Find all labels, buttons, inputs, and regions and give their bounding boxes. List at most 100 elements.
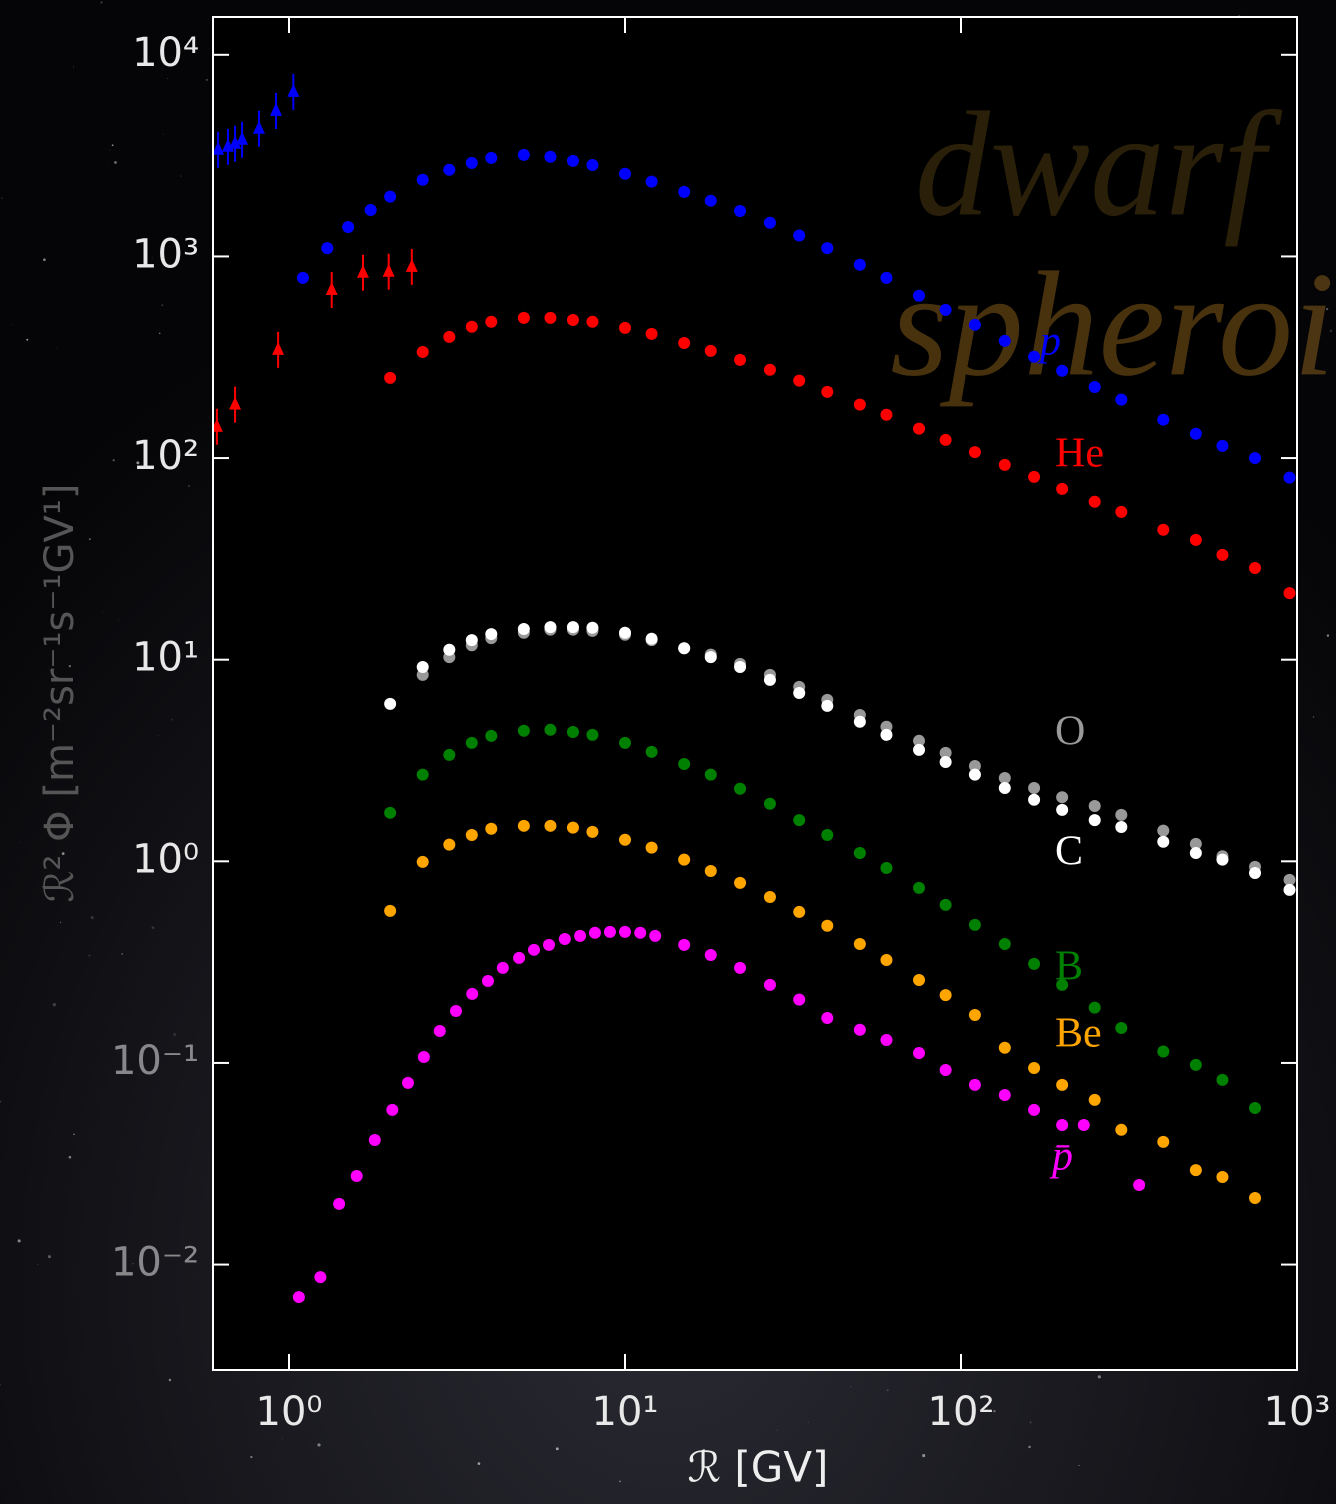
point	[734, 876, 747, 889]
star	[886, 1389, 889, 1392]
star	[555, 1447, 559, 1451]
point	[913, 1047, 926, 1060]
point	[734, 782, 747, 795]
point	[939, 303, 952, 316]
point	[1077, 1119, 1090, 1132]
point	[998, 334, 1011, 347]
plot-frame	[212, 16, 1298, 1371]
point	[558, 932, 571, 945]
point	[1056, 364, 1069, 377]
point	[416, 768, 429, 781]
point	[763, 891, 776, 904]
point	[853, 398, 866, 411]
star	[993, 1410, 996, 1413]
point	[1249, 867, 1262, 880]
point	[1283, 873, 1296, 886]
point	[342, 220, 355, 233]
star	[1326, 634, 1330, 637]
point	[968, 918, 981, 931]
point	[913, 881, 926, 894]
star	[0, 1384, 1, 1386]
point	[939, 1063, 952, 1076]
star	[100, 1, 103, 4]
point	[1115, 820, 1128, 833]
point	[465, 829, 478, 842]
point	[544, 311, 557, 324]
series-label: p̄	[1049, 1134, 1073, 1180]
point	[465, 156, 478, 169]
star	[1097, 1375, 1101, 1379]
star	[922, 1454, 926, 1458]
point	[793, 905, 806, 918]
point	[1028, 1103, 1041, 1116]
point	[333, 1197, 346, 1210]
point	[1249, 561, 1262, 574]
point	[1056, 1119, 1069, 1132]
point	[968, 759, 981, 772]
star	[56, 348, 58, 350]
point	[763, 797, 776, 810]
point	[272, 341, 285, 355]
star	[61, 852, 65, 856]
point	[314, 1271, 327, 1284]
point	[465, 634, 478, 647]
point	[586, 825, 599, 838]
y-axis-label: ℛ² Φ [m⁻²sr⁻¹s⁻¹GV¹]	[37, 483, 83, 902]
point	[350, 1169, 363, 1182]
point	[968, 1078, 981, 1091]
x-tick-label: 10¹	[592, 1389, 659, 1435]
point	[880, 1033, 893, 1046]
point	[287, 83, 300, 97]
star	[619, 1480, 621, 1483]
point	[574, 929, 587, 942]
point	[603, 925, 616, 938]
point	[384, 904, 397, 917]
point	[1115, 1022, 1128, 1035]
star	[850, 1386, 852, 1388]
point	[1157, 835, 1170, 848]
star	[170, 718, 173, 721]
point	[443, 330, 456, 343]
point	[528, 943, 541, 956]
star	[109, 149, 110, 151]
star	[19, 841, 20, 843]
point	[1028, 793, 1041, 806]
star	[0, 197, 3, 200]
point	[793, 374, 806, 387]
point	[1133, 1179, 1146, 1192]
point	[416, 173, 429, 186]
point	[496, 961, 509, 974]
point	[1157, 413, 1170, 426]
point	[704, 194, 717, 207]
point	[678, 642, 691, 655]
point	[417, 1051, 430, 1064]
point	[1249, 452, 1262, 465]
star	[136, 461, 140, 465]
point	[998, 458, 1011, 471]
point	[368, 1133, 381, 1146]
star	[1028, 1445, 1031, 1449]
star	[68, 1155, 72, 1159]
point	[913, 743, 926, 756]
series-label: O	[1055, 709, 1085, 755]
point	[1249, 1101, 1262, 1114]
point	[913, 289, 926, 302]
series-label: p	[1037, 319, 1061, 365]
point	[566, 821, 579, 834]
point	[1115, 808, 1128, 821]
point	[544, 150, 557, 163]
point	[1088, 1093, 1101, 1106]
point	[566, 154, 579, 167]
point	[853, 258, 866, 271]
point	[1088, 495, 1101, 508]
point	[619, 321, 632, 334]
point	[734, 205, 747, 218]
y-tick-label: 10⁻¹	[111, 1038, 199, 1084]
point	[793, 814, 806, 827]
point	[913, 973, 926, 986]
star	[1078, 1464, 1080, 1466]
point	[853, 715, 866, 728]
point	[213, 418, 223, 432]
point	[853, 937, 866, 950]
series-label: C	[1055, 829, 1083, 875]
